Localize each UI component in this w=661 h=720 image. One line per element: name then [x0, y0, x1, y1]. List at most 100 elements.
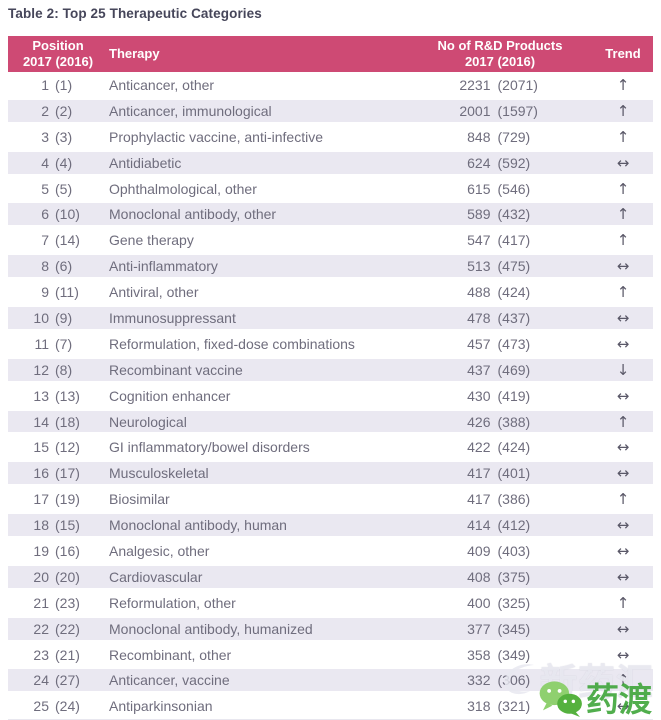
table-row: 24 (27) Anticancer, vaccine 332 (306) ↑	[8, 667, 653, 694]
position-2017: 2	[41, 102, 49, 119]
table-row: 10 (9) Immunosuppressant 478 (437) ↔	[8, 305, 653, 331]
products-2016: (437)	[497, 309, 531, 326]
products-2016: (475)	[497, 258, 531, 275]
table-row: 1 (1) Anticancer, other 2231 (2071) ↑	[8, 72, 653, 98]
therapy-cell: Monoclonal antibody, other	[109, 206, 277, 223]
trend-arrow: ↑	[616, 127, 630, 146]
position-cell: 13 (13)	[8, 388, 108, 404]
products-cell: 358 (349)	[408, 647, 573, 663]
trend-cell: ↔	[573, 620, 653, 638]
position-cell: 23 (21)	[8, 647, 108, 663]
products-cell: 2231 (2071)	[408, 77, 573, 93]
position-2017: 3	[41, 128, 49, 145]
products-2017: 848	[467, 128, 491, 145]
position-2017: 19	[33, 542, 49, 559]
position-2016: (2)	[55, 102, 73, 119]
header-position-line1: Position	[32, 38, 84, 53]
header-position: Position 2017 (2016)	[8, 38, 108, 70]
products-2017: 488	[467, 284, 491, 301]
trend-arrow: ↑	[616, 593, 630, 612]
position-2017: 17	[33, 491, 49, 508]
position-2016: (27)	[55, 672, 80, 689]
trend-arrow: ↔	[616, 438, 630, 457]
position-cell: 25 (24)	[8, 698, 108, 714]
position-cell: 16 (17)	[8, 465, 108, 481]
trend-cell: ↔	[573, 697, 653, 715]
products-2016: (321)	[497, 698, 531, 715]
products-2017: 409	[467, 542, 491, 559]
products-2016: (473)	[497, 335, 531, 352]
table-row: 8 (6) Anti-inflammatory 513 (475) ↔	[8, 253, 653, 280]
table-row: 20 (20) Cardiovascular 408 (375) ↔	[8, 563, 653, 590]
therapy-cell: Cardiovascular	[109, 568, 203, 585]
trend-cell: ↔	[573, 568, 653, 586]
therapy-cell: Analgesic, other	[109, 542, 210, 559]
trend-cell: ↑	[573, 128, 653, 146]
position-2016: (15)	[55, 517, 80, 534]
products-cell: 624 (592)	[408, 155, 573, 171]
therapy-cell: Antidiabetic	[109, 154, 182, 171]
position-cell: 20 (20)	[8, 569, 108, 585]
trend-cell: ↔	[573, 646, 653, 664]
table-row: 7 (14) Gene therapy 547 (417) ↑	[8, 227, 653, 253]
table-row: 4 (4) Antidiabetic 624 (592) ↔	[8, 149, 653, 176]
products-2016: (469)	[497, 361, 531, 378]
products-2016: (1597)	[497, 102, 538, 119]
position-2017: 16	[33, 465, 49, 482]
products-2016: (546)	[497, 180, 531, 197]
trend-arrow: ↑	[616, 75, 630, 94]
position-2016: (10)	[55, 206, 80, 223]
table-row: 3 (3) Prophylactic vaccine, anti-infecti…	[8, 124, 653, 150]
trend-arrow: ↔	[616, 257, 630, 276]
table-row: 12 (8) Recombinant vaccine 437 (469) ↓	[8, 356, 653, 383]
table-row: 15 (12) GI inflammatory/bowel disorders …	[8, 434, 653, 460]
therapy-cell: Recombinant, other	[109, 646, 232, 663]
position-cell: 12 (8)	[8, 362, 108, 378]
trend-arrow: ↑	[616, 231, 630, 250]
table-row: 11 (7) Reformulation, fixed-dose combina…	[8, 331, 653, 357]
trend-arrow: ↔	[616, 619, 630, 638]
products-2017: 417	[467, 491, 491, 508]
products-cell: 547 (417)	[408, 232, 573, 248]
products-2017: 478	[467, 309, 491, 326]
trend-cell: ↑	[573, 413, 653, 431]
products-2017: 437	[467, 361, 491, 378]
position-2017: 10	[33, 309, 49, 326]
position-2016: (22)	[55, 620, 80, 637]
products-2016: (345)	[497, 620, 531, 637]
products-cell: 426 (388)	[408, 414, 573, 430]
position-2017: 22	[33, 620, 49, 637]
position-2016: (5)	[55, 180, 73, 197]
position-2016: (3)	[55, 128, 73, 145]
trend-arrow: ↔	[616, 645, 630, 664]
position-2017: 4	[41, 154, 49, 171]
products-cell: 615 (546)	[408, 181, 573, 197]
position-cell: 1 (1)	[8, 77, 108, 93]
trend-cell: ↑	[573, 490, 653, 508]
position-2017: 12	[33, 361, 49, 378]
products-2017: 589	[467, 206, 491, 223]
table-row: 6 (10) Monoclonal antibody, other 589 (4…	[8, 201, 653, 228]
header-therapy: Therapy	[109, 46, 160, 61]
therapy-cell: GI inflammatory/bowel disorders	[109, 439, 310, 456]
products-2017: 377	[467, 620, 491, 637]
position-cell: 17 (19)	[8, 491, 108, 507]
products-2017: 332	[467, 672, 491, 689]
products-2016: (325)	[497, 594, 531, 611]
therapy-cell: Monoclonal antibody, humanized	[109, 620, 313, 637]
therapy-cell: Biosimilar	[109, 491, 170, 508]
products-cell: 488 (424)	[408, 284, 573, 300]
header-products-line2: 2017 (2016)	[464, 54, 536, 69]
position-cell: 9 (11)	[8, 284, 108, 300]
products-cell: 400 (325)	[408, 595, 573, 611]
trend-cell: ↑	[573, 205, 653, 223]
products-2017: 513	[467, 258, 491, 275]
position-cell: 4 (4)	[8, 155, 108, 171]
products-cell: 417 (386)	[408, 491, 573, 507]
position-2017: 24	[33, 672, 49, 689]
position-2017: 8	[41, 258, 49, 275]
position-cell: 11 (7)	[8, 336, 108, 352]
position-cell: 18 (15)	[8, 517, 108, 533]
products-cell: 414 (412)	[408, 517, 573, 533]
trend-arrow: ↔	[616, 464, 630, 483]
